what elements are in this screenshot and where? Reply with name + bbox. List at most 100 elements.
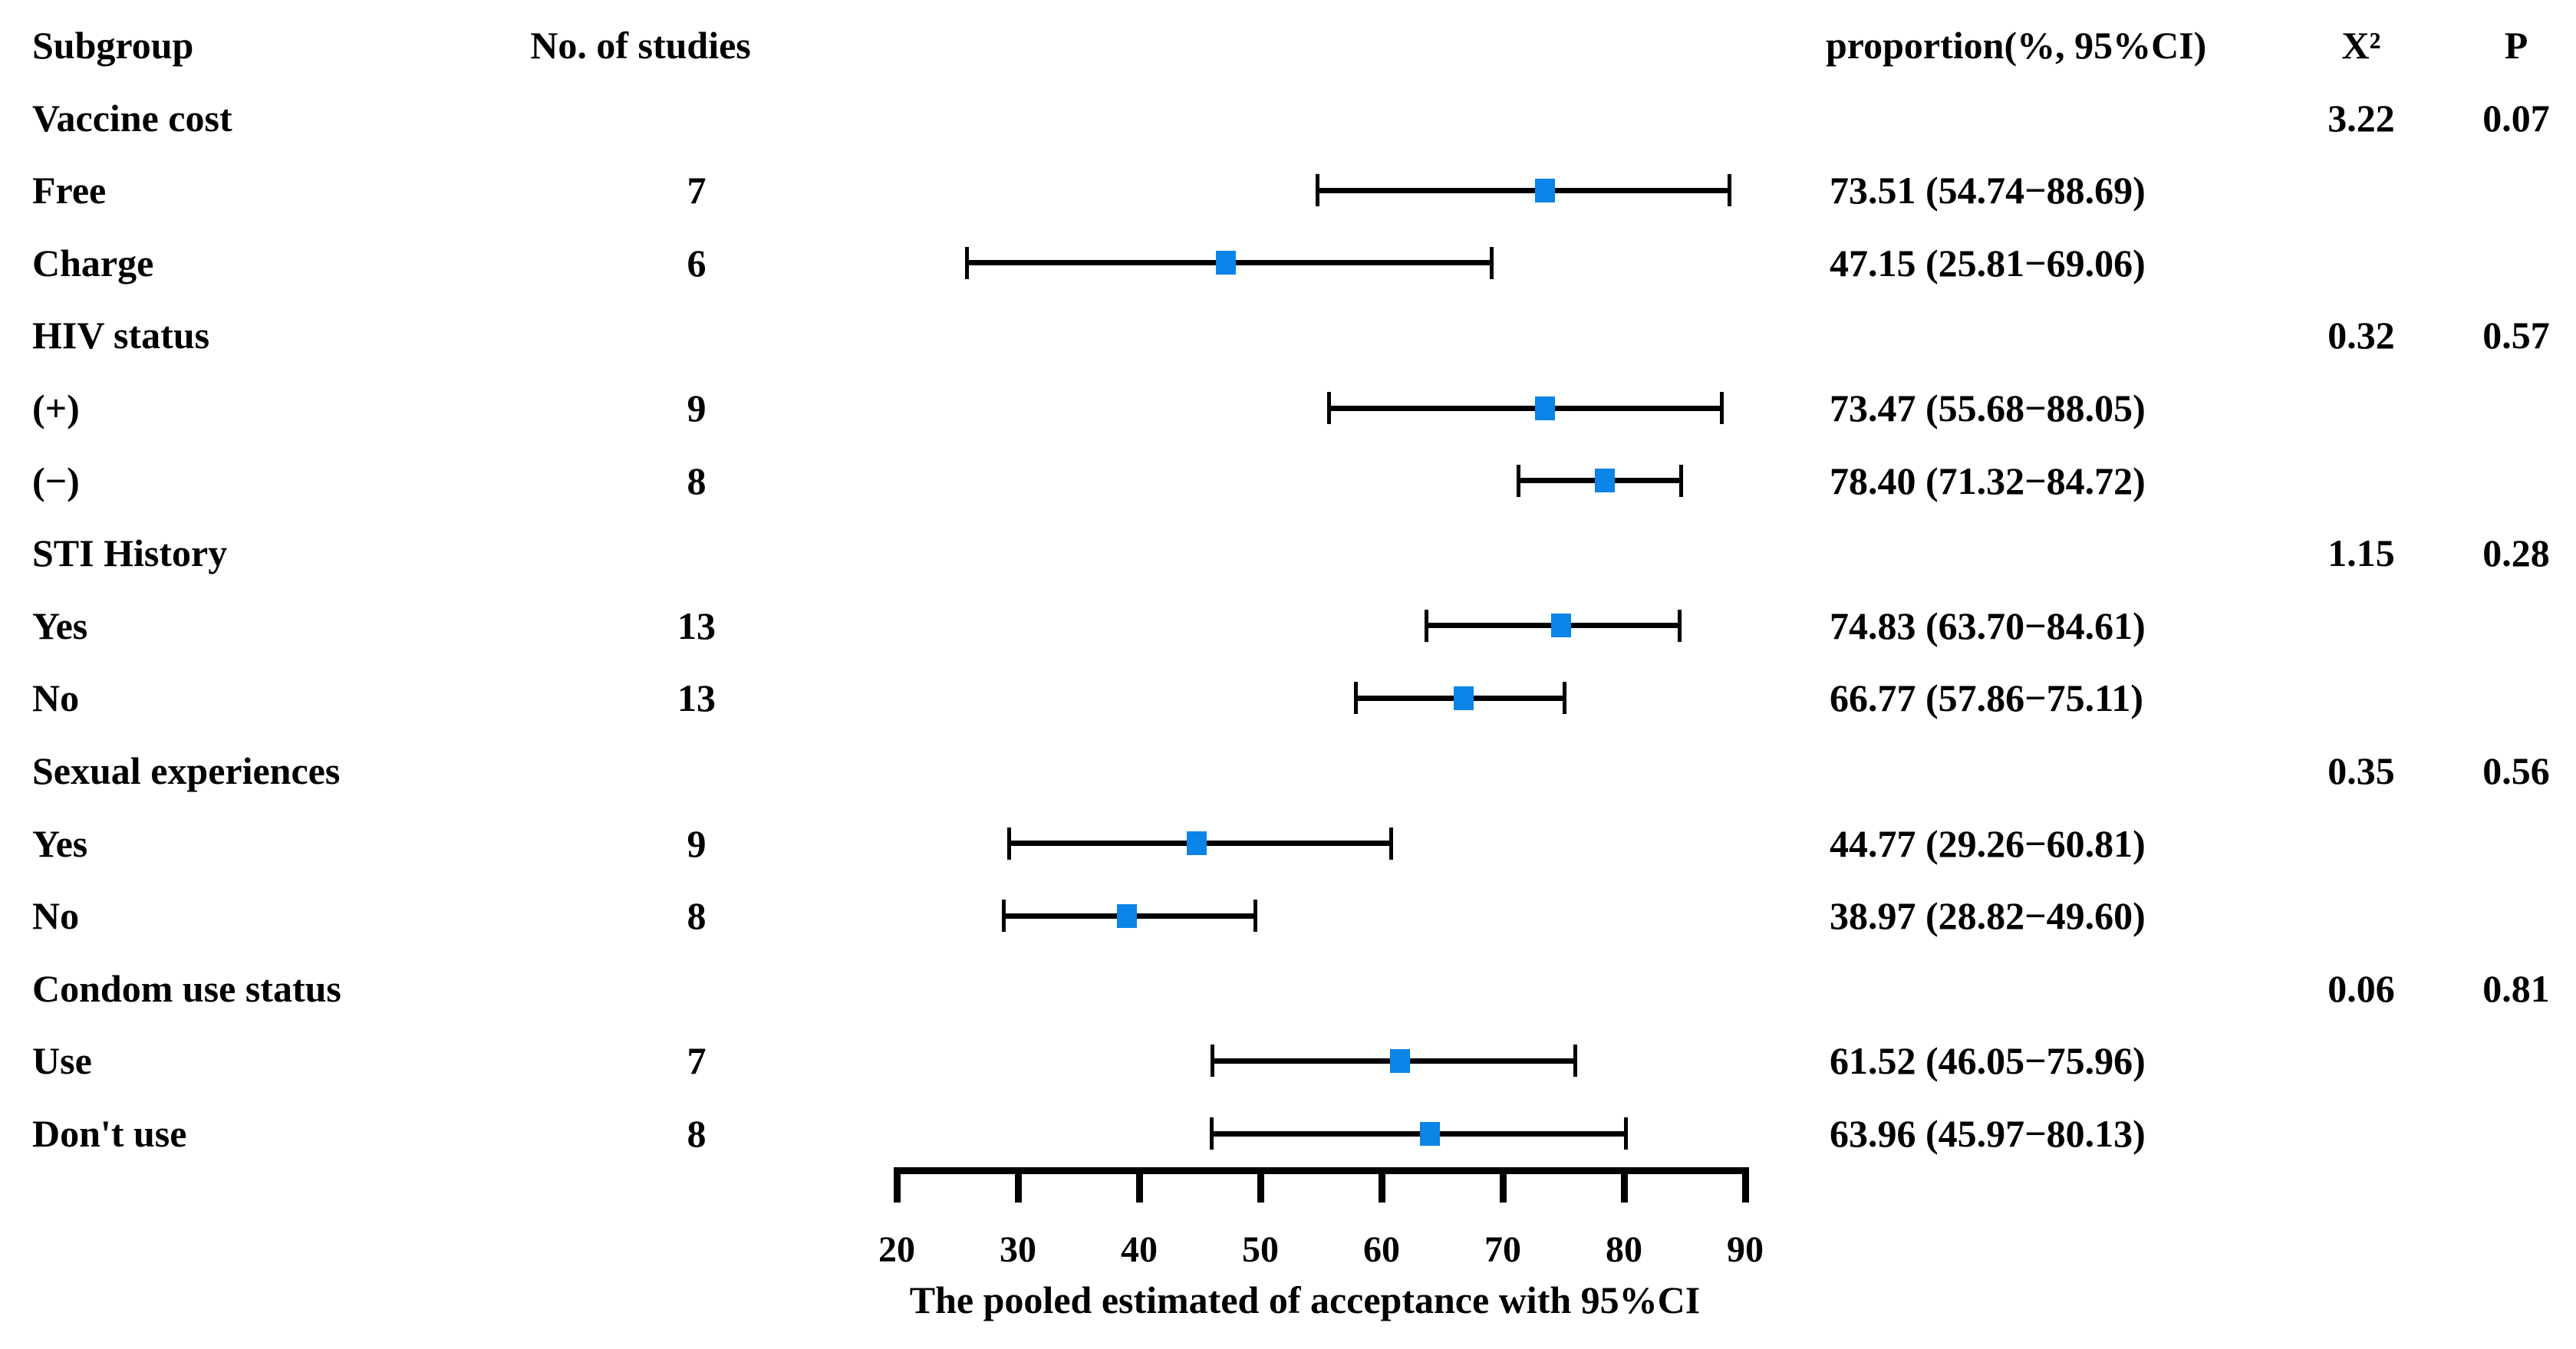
- row-label: Free: [32, 169, 107, 212]
- x-axis-tick-label: 90: [1727, 1229, 1764, 1270]
- p-value: 0.81: [2482, 966, 2550, 1010]
- row-label: (−): [32, 459, 80, 502]
- proportion-text: 78.40 (71.32−84.72): [1830, 459, 2146, 502]
- point-estimate-marker: [1215, 251, 1236, 275]
- column-header-studies: No. of studies: [530, 24, 751, 67]
- x-axis-tick: [1499, 1173, 1507, 1203]
- x-axis-tick-label: 20: [878, 1229, 915, 1270]
- row-label: Charge: [32, 241, 154, 285]
- column-header-p: P: [2504, 24, 2528, 67]
- study-count: 9: [687, 387, 707, 429]
- study-count: 8: [687, 894, 707, 938]
- x-axis-tick-label: 30: [1000, 1229, 1036, 1270]
- subgroup-label: Vaccine cost: [32, 96, 232, 140]
- ci-cap-low: [1006, 827, 1011, 860]
- ci-cap-low: [1353, 682, 1358, 715]
- ci-line: [1329, 405, 1722, 411]
- proportion-text: 44.77 (29.26−60.81): [1830, 821, 2146, 865]
- study-count: 6: [687, 241, 707, 285]
- proportion-text: 38.97 (28.82−49.60): [1830, 894, 2146, 938]
- point-estimate-marker: [1594, 469, 1615, 493]
- ci-cap-high: [1389, 827, 1394, 860]
- x-axis-tick-label: 60: [1363, 1229, 1400, 1270]
- study-count: 9: [687, 821, 707, 865]
- ci-cap-low: [1316, 174, 1320, 207]
- point-estimate-marker: [1116, 903, 1137, 928]
- proportion-text: 73.47 (55.68−88.05): [1830, 387, 2146, 429]
- study-count: 8: [687, 459, 707, 502]
- subgroup-label: HIV status: [32, 314, 210, 357]
- subgroup-label: Condom use status: [32, 966, 341, 1010]
- x-axis-tick: [1135, 1173, 1143, 1203]
- row-label: (+): [32, 387, 80, 429]
- ci-cap-low: [1327, 392, 1332, 424]
- x-axis-tick: [1257, 1173, 1264, 1203]
- x-axis-tick: [1378, 1173, 1385, 1203]
- ci-cap-high: [1719, 392, 1724, 424]
- column-header-subgroup: Subgroup: [32, 24, 194, 67]
- ci-cap-low: [1517, 464, 1521, 497]
- point-estimate-marker: [1551, 614, 1572, 638]
- ci-cap-high: [1678, 609, 1682, 642]
- column-header-chi2: X²: [2341, 24, 2381, 67]
- row-label: Don't use: [32, 1112, 187, 1155]
- ci-line: [1211, 1130, 1626, 1137]
- subgroup-label: STI History: [32, 531, 228, 575]
- point-estimate-marker: [1535, 178, 1556, 202]
- row-label: Use: [32, 1039, 92, 1083]
- ci-cap-high: [1489, 246, 1494, 279]
- x-axis-caption: The pooled estimated of acceptance with …: [909, 1278, 1701, 1321]
- point-estimate-marker: [1187, 831, 1207, 856]
- ci-cap-high: [1727, 174, 1731, 207]
- ci-cap-low: [1211, 1045, 1215, 1078]
- ci-cap-high: [1253, 900, 1258, 933]
- p-value: 0.56: [2482, 749, 2550, 792]
- p-value: 0.07: [2482, 96, 2550, 140]
- x-axis-line: [893, 1167, 1749, 1174]
- point-estimate-marker: [1534, 396, 1555, 420]
- x-axis-tick: [893, 1173, 901, 1203]
- chi2-value: 0.06: [2327, 966, 2395, 1010]
- ci-cap-high: [1623, 1117, 1628, 1150]
- x-axis-tick-label: 80: [1606, 1229, 1642, 1270]
- point-estimate-marker: [1390, 1048, 1411, 1073]
- x-axis-tick: [1014, 1173, 1022, 1203]
- ci-cap-low: [1001, 900, 1006, 933]
- ci-cap-high: [1679, 464, 1684, 497]
- chi2-value: 1.15: [2327, 531, 2395, 575]
- column-header-proportion: proportion(%, 95%CI): [1826, 24, 2207, 67]
- chi2-value: 0.32: [2327, 314, 2395, 357]
- ci-line: [1317, 187, 1730, 193]
- point-estimate-marker: [1419, 1121, 1440, 1146]
- p-value: 0.28: [2482, 531, 2550, 575]
- x-axis-tick: [1741, 1173, 1749, 1203]
- study-count: 7: [687, 169, 707, 212]
- chi2-value: 3.22: [2327, 96, 2395, 140]
- x-axis-tick-label: 40: [1121, 1229, 1158, 1270]
- proportion-text: 63.96 (45.97−80.13): [1830, 1112, 2146, 1155]
- proportion-text: 73.51 (54.74−88.69): [1830, 169, 2146, 212]
- ci-cap-low: [965, 246, 970, 279]
- row-label: Yes: [32, 604, 88, 647]
- row-label: No: [32, 676, 80, 720]
- proportion-text: 47.15 (25.81−69.06): [1830, 241, 2146, 285]
- ci-cap-high: [1573, 1045, 1577, 1078]
- proportion-text: 66.77 (57.86−75.11): [1830, 676, 2144, 720]
- chi2-value: 0.35: [2327, 749, 2395, 792]
- x-axis-tick-label: 50: [1242, 1229, 1279, 1270]
- study-count: 13: [677, 604, 716, 647]
- subgroup-label: Sexual experiences: [32, 749, 341, 792]
- study-count: 13: [677, 676, 716, 720]
- p-value: 0.57: [2482, 314, 2550, 357]
- row-label: No: [32, 894, 80, 938]
- study-count: 7: [687, 1039, 707, 1083]
- point-estimate-marker: [1453, 686, 1474, 710]
- proportion-text: 61.52 (46.05−75.96): [1830, 1039, 2146, 1083]
- ci-cap-low: [1209, 1117, 1214, 1150]
- study-count: 8: [687, 1112, 707, 1155]
- ci-cap-low: [1424, 609, 1428, 642]
- row-label: Yes: [32, 821, 88, 865]
- x-axis-tick-label: 70: [1484, 1229, 1521, 1270]
- proportion-text: 74.83 (63.70−84.61): [1830, 604, 2146, 647]
